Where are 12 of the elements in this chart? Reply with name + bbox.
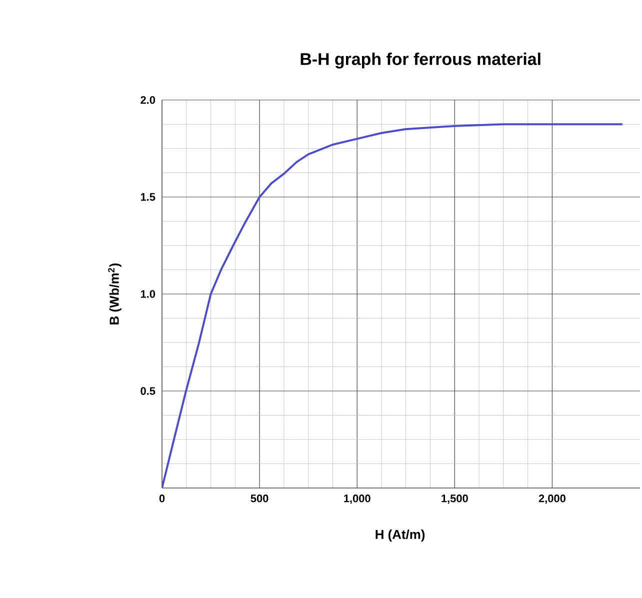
y-tick-label: 2.0 xyxy=(140,96,156,104)
x-tick-label: 500 xyxy=(250,494,268,502)
x-tick-label: 0 xyxy=(159,494,165,502)
x-tick-label: 1,500 xyxy=(442,494,468,504)
y-tick-label: 1.5 xyxy=(140,193,156,201)
y-tick-label: 0.5 xyxy=(140,387,156,395)
x-axis-title: H (At/m) xyxy=(376,530,425,542)
y-tick-label: 1.0 xyxy=(140,290,156,298)
x-tick-label: 2,000 xyxy=(538,494,566,504)
x-tick-label: 1,000 xyxy=(344,494,370,504)
chart-title: B-H graph for ferrous material xyxy=(300,52,540,69)
y-axis-title: B (Wb/m$^{2}$) xyxy=(108,263,122,324)
